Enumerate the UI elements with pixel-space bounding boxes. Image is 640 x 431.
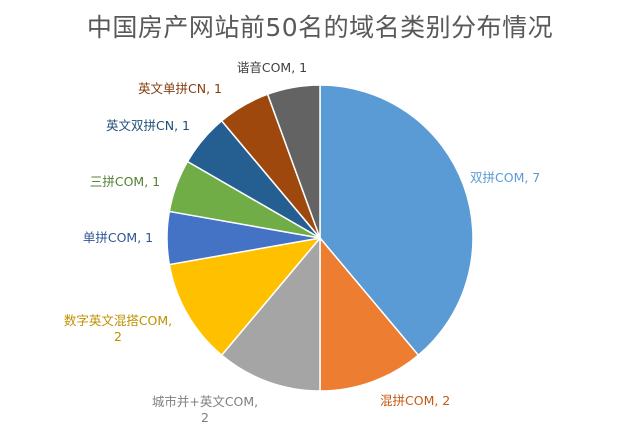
data-label-3-line-2: 2 [201, 410, 209, 425]
data-label-3: 城市并+英文COM, 2 [152, 394, 258, 425]
data-label-7: 英文双拼CN, 1 [106, 118, 190, 133]
pie-slice-9 [266, 84, 321, 239]
data-label-1: 双拼COM, 7 [470, 170, 540, 185]
data-label-8-line-1: 英文单拼CN, 1 [138, 81, 222, 96]
data-label-6: 三拼COM, 1 [90, 174, 160, 189]
pie-slice-2 [319, 237, 420, 392]
pie-slice-4 [168, 237, 321, 356]
data-label-6-line-1: 三拼COM, 1 [90, 174, 160, 189]
data-label-4-line-1: 数字英文混搭COM, [64, 313, 172, 328]
data-label-2: 混拼COM, 2 [380, 393, 450, 408]
data-label-9: 谐音COM, 1 [237, 60, 307, 75]
data-label-4: 数字英文混搭COM, 2 [64, 313, 172, 344]
data-label-9-line-1: 谐音COM, 1 [237, 60, 307, 75]
data-label-1-line-1: 双拼COM, 7 [470, 170, 540, 185]
data-label-2-line-1: 混拼COM, 2 [380, 393, 450, 408]
data-label-8: 英文单拼CN, 1 [138, 81, 222, 96]
data-label-4-line-2: 2 [114, 329, 122, 344]
data-label-5: 单拼COM, 1 [83, 230, 153, 245]
pie-slice-3 [220, 237, 321, 392]
chart-title: 中国房产网站前50名的域名类别分布情况 [86, 13, 554, 42]
data-label-5-line-1: 单拼COM, 1 [83, 230, 153, 245]
data-label-7-line-1: 英文双拼CN, 1 [106, 118, 190, 133]
pie-slice-1 [319, 84, 474, 356]
data-label-3-line-1: 城市并+英文COM, [152, 394, 258, 409]
